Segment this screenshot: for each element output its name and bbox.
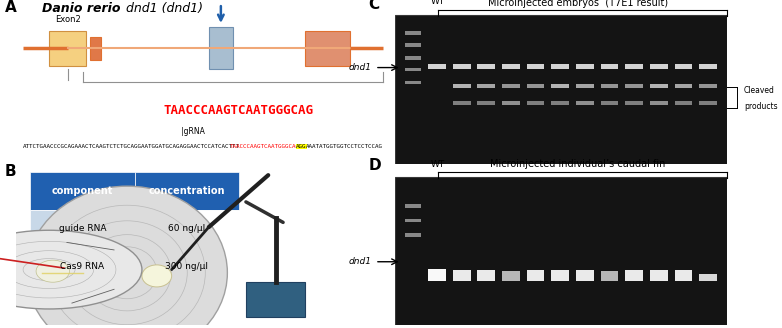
Bar	[699, 64, 717, 69]
Bar	[30, 172, 135, 210]
Bar	[675, 101, 692, 105]
Bar	[135, 248, 239, 285]
Bar	[478, 64, 495, 69]
Bar	[576, 270, 594, 281]
Text: AGG: AGG	[296, 144, 307, 149]
Bar	[626, 64, 643, 69]
Bar	[551, 84, 569, 89]
Bar	[502, 64, 520, 69]
Text: Microinjected embryos  (T7E1 result): Microinjected embryos (T7E1 result)	[488, 0, 668, 9]
Bar	[405, 234, 421, 236]
Text: 60 ng/μl: 60 ng/μl	[168, 224, 205, 233]
Bar	[405, 218, 421, 222]
Bar	[405, 56, 421, 60]
Ellipse shape	[36, 260, 70, 282]
Bar	[551, 270, 569, 281]
Text: Exon2: Exon2	[55, 15, 81, 24]
Bar	[405, 204, 421, 208]
Bar	[429, 269, 446, 281]
Bar	[601, 84, 619, 89]
Bar	[626, 84, 643, 89]
Bar	[405, 43, 421, 47]
Bar	[699, 101, 717, 105]
Bar	[699, 84, 717, 89]
Bar	[626, 101, 643, 105]
Bar	[675, 270, 692, 281]
Ellipse shape	[142, 265, 172, 287]
Bar	[502, 101, 520, 105]
Bar	[675, 84, 692, 89]
Bar	[453, 64, 471, 69]
Bar	[305, 31, 350, 66]
Bar	[527, 101, 544, 105]
Bar	[246, 282, 305, 317]
Bar	[650, 270, 668, 281]
Text: component: component	[52, 186, 113, 196]
Bar	[699, 274, 717, 281]
Bar	[405, 68, 421, 71]
Bar	[601, 64, 619, 69]
Bar	[576, 101, 594, 105]
Text: guide RNA: guide RNA	[59, 224, 106, 233]
Bar	[453, 84, 471, 89]
Text: AAATATGGTGGTCCTCCTCCAG: AAATATGGTGGTCCTCCTCCAG	[307, 144, 383, 149]
Bar	[551, 64, 569, 69]
Text: WT: WT	[431, 160, 445, 169]
Text: WT: WT	[431, 0, 445, 7]
Bar	[30, 248, 135, 285]
Bar	[478, 270, 495, 281]
Text: products: products	[744, 102, 777, 112]
Bar	[478, 101, 495, 105]
Bar	[49, 31, 86, 66]
Bar	[576, 84, 594, 89]
Bar	[675, 64, 692, 69]
Text: D: D	[368, 158, 381, 173]
Bar	[135, 172, 239, 210]
Bar	[90, 37, 101, 60]
Text: B: B	[5, 164, 16, 179]
Bar	[135, 210, 239, 248]
Bar	[502, 271, 520, 281]
Text: 300 ng/μl: 300 ng/μl	[165, 262, 208, 271]
Bar	[405, 81, 421, 84]
Bar	[405, 31, 421, 35]
Text: Cleaved: Cleaved	[744, 86, 775, 95]
Text: Danio rerio: Danio rerio	[41, 2, 120, 15]
Bar	[453, 270, 471, 281]
Bar	[601, 271, 619, 281]
Ellipse shape	[27, 186, 228, 328]
Text: Microinjected individual’s caudal fin: Microinjected individual’s caudal fin	[490, 159, 665, 169]
Bar	[527, 64, 544, 69]
Bar	[650, 101, 668, 105]
Bar	[502, 84, 520, 89]
Bar	[429, 64, 446, 69]
Text: ATTCTGAACCCGCAGAAACTCAAGTCTCTGCAGGAATGGATGCAGAGGAACTCCATCACTTT: ATTCTGAACCCGCAGAAACTCAAGTCTCTGCAGGAATGGA…	[23, 144, 240, 149]
Bar	[650, 84, 668, 89]
Circle shape	[0, 230, 142, 309]
Text: dnd1: dnd1	[349, 257, 371, 266]
Bar	[30, 210, 135, 248]
Bar	[650, 64, 668, 69]
Text: concentration: concentration	[149, 186, 224, 196]
Text: dnd1: dnd1	[349, 63, 371, 72]
Bar	[527, 84, 544, 89]
Bar	[453, 101, 471, 105]
Text: A: A	[5, 0, 16, 15]
Bar	[478, 84, 495, 89]
Text: TAACCCAAGTCAATGGGCAG: TAACCCAAGTCAATGGGCAG	[163, 104, 314, 117]
Bar	[551, 101, 569, 105]
Bar	[527, 270, 544, 281]
Text: C: C	[368, 0, 379, 12]
Bar	[601, 101, 619, 105]
Text: dnd1 (dnd1): dnd1 (dnd1)	[121, 2, 203, 15]
Bar	[209, 28, 233, 69]
Bar	[576, 64, 594, 69]
Bar	[626, 270, 643, 281]
Text: Cas9 RNA: Cas9 RNA	[60, 262, 105, 271]
Text: |gRNA: |gRNA	[181, 127, 205, 136]
Text: TAACCCAAGTCAATGGGCAG: TAACCCAAGTCAATGGGCAG	[230, 144, 300, 149]
